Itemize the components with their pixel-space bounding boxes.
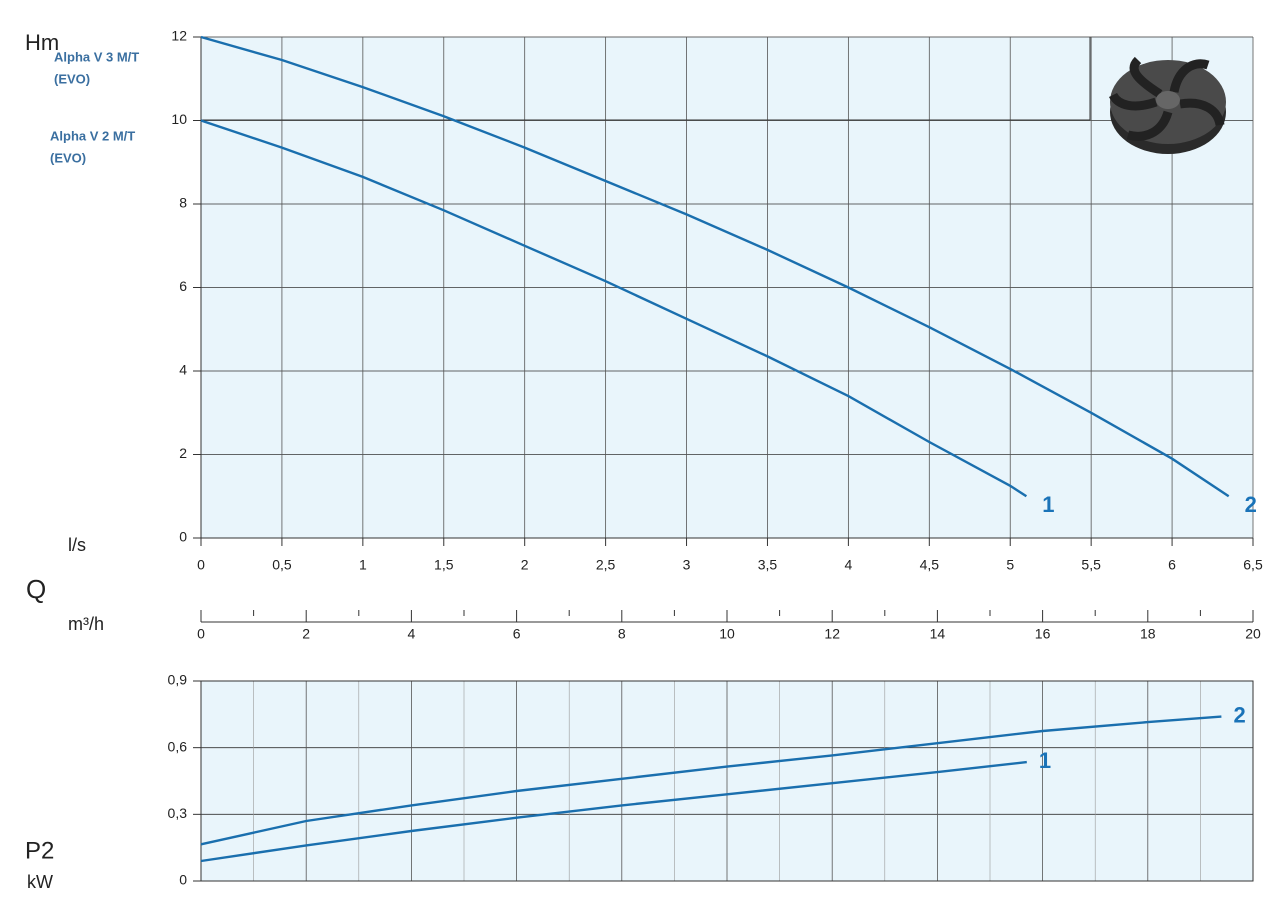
series-label: 2 xyxy=(1233,702,1245,727)
series-line xyxy=(200,760,1027,863)
x-tick-label: 2,5 xyxy=(596,557,616,573)
x-label: m³/h xyxy=(68,614,104,634)
x-label: l/s xyxy=(68,535,86,555)
x-tick-label: 6 xyxy=(513,626,521,642)
y-label: Hm xyxy=(25,30,59,55)
annotation: (EVO) xyxy=(50,150,86,165)
plot-frame xyxy=(200,680,1254,882)
x-tick-label: 14 xyxy=(930,626,946,642)
x-tick-label: 2 xyxy=(302,626,310,642)
x-tick-label: 3 xyxy=(683,557,691,573)
y-tick-label: 8 xyxy=(179,195,187,211)
x-tick-label: 4 xyxy=(408,626,416,642)
impeller-icon xyxy=(1108,56,1226,154)
y-tick-label: 4 xyxy=(179,362,187,378)
x-tick-label: 6 xyxy=(1168,557,1176,573)
x-tick-label: 16 xyxy=(1035,626,1051,642)
x-tick-label: 18 xyxy=(1140,626,1156,642)
annotation: Alpha V 2 M/T xyxy=(50,128,135,143)
y-tick-label: 0 xyxy=(179,872,187,888)
x-tick-label: 0 xyxy=(197,557,205,573)
series-label: 2 xyxy=(1245,492,1257,517)
x-tick-label: 10 xyxy=(719,626,735,642)
annotation: Alpha V 3 M/T xyxy=(54,49,139,64)
y-tick-label: 10 xyxy=(171,111,187,127)
x-tick-label: 0,5 xyxy=(272,557,292,573)
x-tick-label: 4 xyxy=(844,557,852,573)
x-tick-label: 2 xyxy=(521,557,529,573)
x-tick-label: 4,5 xyxy=(920,557,940,573)
x-tick-label: 1 xyxy=(359,557,367,573)
annotation: (EVO) xyxy=(54,71,90,86)
x-tick-label: 12 xyxy=(824,626,840,642)
x-tick-label: 6,5 xyxy=(1243,557,1263,573)
series-line xyxy=(200,119,1028,498)
x-title: Q xyxy=(26,574,46,604)
series-line xyxy=(200,715,1222,846)
x-tick-label: 5,5 xyxy=(1081,557,1101,573)
y-tick-label: 0,6 xyxy=(168,738,188,754)
y-tick-label: 6 xyxy=(179,278,187,294)
x-tick-label: 1,5 xyxy=(434,557,454,573)
y-unit: kW xyxy=(27,872,53,892)
x-tick-label: 3,5 xyxy=(758,557,778,573)
x-tick-label: 20 xyxy=(1245,626,1261,642)
y-tick-label: 12 xyxy=(171,28,187,44)
y-tick-label: 0,9 xyxy=(168,672,188,688)
series-line xyxy=(200,35,1230,498)
series-label: 1 xyxy=(1042,492,1054,517)
y-tick-label: 0 xyxy=(179,529,187,545)
x-tick-label: 8 xyxy=(618,626,626,642)
x-tick-label: 5 xyxy=(1006,557,1014,573)
y-tick-label: 0,3 xyxy=(168,805,188,821)
y-label: P2 xyxy=(25,837,54,864)
x-tick-label: 0 xyxy=(197,626,205,642)
series-label: 1 xyxy=(1039,748,1051,773)
y-tick-label: 2 xyxy=(179,445,187,461)
